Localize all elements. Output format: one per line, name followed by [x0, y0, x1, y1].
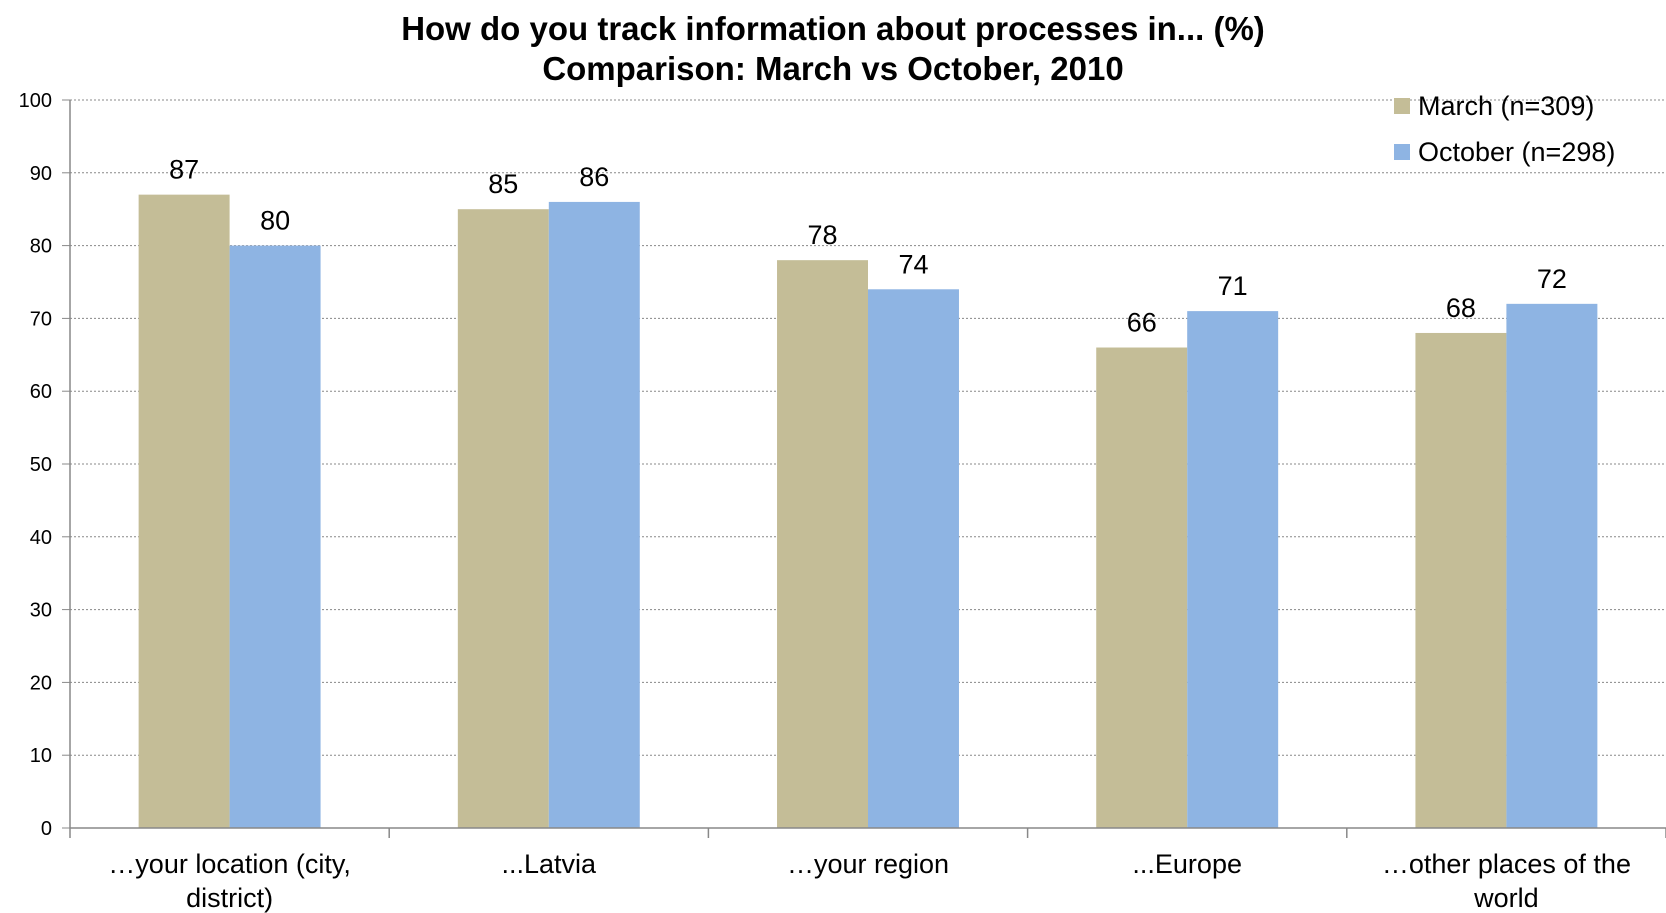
legend: March (n=309) October (n=298) [1394, 91, 1615, 167]
data-label: 71 [1218, 271, 1248, 301]
y-tick-label: 90 [30, 163, 52, 185]
data-label: 66 [1127, 308, 1157, 338]
chart-subtitle: Comparison: March vs October, 2010 [542, 50, 1123, 87]
chart-title: How do you track information about proce… [401, 10, 1265, 47]
y-tick-label: 20 [30, 672, 52, 694]
x-tick-label: ...Europe [1132, 849, 1242, 879]
y-tick-label: 70 [30, 308, 52, 330]
x-tick-label: …your location (city, [108, 849, 351, 879]
bar [549, 202, 640, 828]
bar [1506, 304, 1597, 828]
y-tick-label: 50 [30, 454, 52, 476]
data-label: 85 [488, 169, 518, 199]
y-tick-label: 0 [41, 818, 52, 840]
y-tick-label: 30 [30, 600, 52, 622]
x-tick-label: world [1473, 883, 1539, 913]
data-label: 80 [260, 206, 290, 236]
bars: 87 80 85 86 78 74 66 71 68 72 [139, 155, 1598, 828]
y-tick-label: 60 [30, 381, 52, 403]
bar [230, 246, 321, 828]
bar [1187, 311, 1278, 828]
data-label: 78 [807, 220, 837, 250]
legend-label: March (n=309) [1418, 91, 1594, 121]
x-tick-label: ...Latvia [502, 849, 598, 879]
legend-swatch [1394, 98, 1410, 114]
data-label: 86 [579, 162, 609, 192]
x-tick-label: …your region [787, 849, 949, 879]
y-tick-label: 100 [19, 90, 52, 112]
y-tick-label: 80 [30, 236, 52, 258]
data-label: 87 [169, 155, 199, 185]
bar [458, 209, 549, 828]
legend-swatch [1394, 144, 1410, 160]
x-tick-label: district) [186, 883, 273, 913]
data-label: 74 [898, 249, 928, 279]
legend-label: October (n=298) [1418, 137, 1615, 167]
data-label: 72 [1537, 264, 1567, 294]
bar [868, 289, 959, 828]
bar [777, 260, 868, 828]
y-tick-label: 40 [30, 527, 52, 549]
bar [139, 195, 230, 828]
bar [1096, 348, 1187, 828]
x-tick-label: …other places of the [1382, 849, 1631, 879]
y-tick-label: 10 [30, 745, 52, 767]
data-label: 68 [1446, 293, 1476, 323]
bar [1415, 333, 1506, 828]
